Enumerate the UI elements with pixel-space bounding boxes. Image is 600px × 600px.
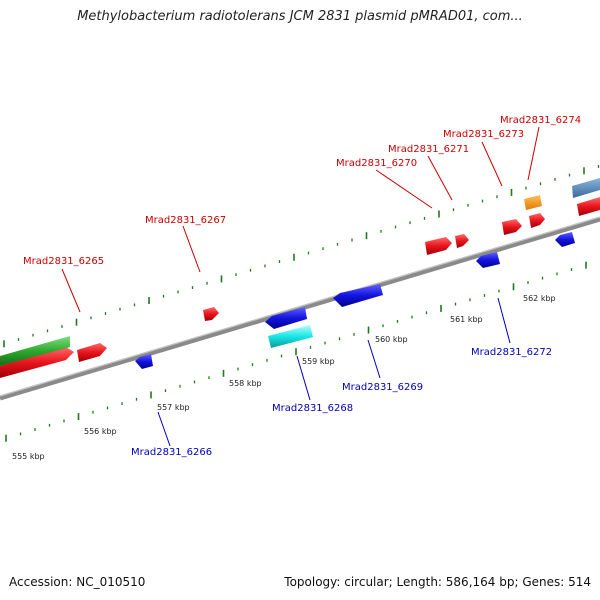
label-Mrad2831_6270[interactable]: Mrad2831_6270 [336,158,417,169]
gene-Mrad2831_6272-block[interactable] [476,252,500,268]
leader-Mrad2831_6273 [481,141,503,187]
steel-gene-block[interactable] [572,178,600,198]
scale-label-558: 558 kbp [229,379,262,388]
leader-Mrad2831_6269 [367,339,381,379]
leader-Mrad2831_6268 [296,355,311,401]
leader-Mrad2831_6272 [497,297,511,344]
leader-Mrad2831_6271 [427,155,453,201]
gene-Mrad2831_6273-block[interactable] [502,219,522,235]
forward-gene-bar-right[interactable] [577,197,600,216]
scale-label-557: 557 kbp [157,403,190,412]
forward-tick-row [3,165,600,348]
label-Mrad2831_6266[interactable]: Mrad2831_6266 [131,447,212,458]
scale-label-562: 562 kbp [523,294,556,303]
genome-backbone-highlight [0,216,600,397]
scale-label-555: 555 kbp [12,452,45,461]
gene-Mrad2831_6266-block[interactable] [135,354,153,369]
gene-Mrad2831_6270-block[interactable] [425,237,452,255]
scale-label-561: 561 kbp [450,315,483,324]
label-Mrad2831_6268[interactable]: Mrad2831_6268 [272,403,353,414]
genome-summary-text: Topology: circular; Length: 586,164 bp; … [284,575,591,589]
label-Mrad2831_6267[interactable]: Mrad2831_6267 [145,215,226,226]
gene-Mrad2831_6268-block[interactable] [265,307,307,329]
scale-label-559: 559 kbp [302,357,335,366]
gene-Mrad2831_6265-block[interactable] [77,343,107,362]
leader-Mrad2831_6267 [182,225,201,273]
reverse-tick-row [5,261,587,442]
label-Mrad2831_6265[interactable]: Mrad2831_6265 [23,256,104,267]
gene-Mrad2831_6269-block[interactable] [333,284,383,307]
leader-Mrad2831_6266 [157,411,171,447]
scale-label-560: 560 kbp [375,335,408,344]
cyan-gene-block[interactable] [268,325,313,348]
reverse-gene-block-right[interactable] [555,232,575,247]
leader-Mrad2831_6265 [61,268,81,313]
leader-Mrad2831_6270 [375,169,433,209]
forward-gene-bar-left[interactable] [0,347,74,378]
orange-gene-block[interactable] [524,195,542,210]
label-Mrad2831_6273[interactable]: Mrad2831_6273 [443,129,524,140]
leader-Mrad2831_6274 [527,126,540,181]
label-Mrad2831_6272[interactable]: Mrad2831_6272 [471,347,552,358]
accession-text: Accession: NC_010510 [9,575,146,589]
gene-Mrad2831_6271-block[interactable] [455,234,469,248]
gene-Mrad2831_6274-block[interactable] [529,213,545,228]
leader-lines [61,126,540,447]
label-Mrad2831_6271[interactable]: Mrad2831_6271 [388,144,469,155]
gene-Mrad2831_6267-block[interactable] [203,307,219,321]
scale-label-556: 556 kbp [84,427,117,436]
label-Mrad2831_6269[interactable]: Mrad2831_6269 [342,382,423,393]
map-title: Methylobacterium radiotolerans JCM 2831 … [77,9,523,24]
label-Mrad2831_6274[interactable]: Mrad2831_6274 [500,115,581,126]
green-gene-bar[interactable] [0,336,70,366]
